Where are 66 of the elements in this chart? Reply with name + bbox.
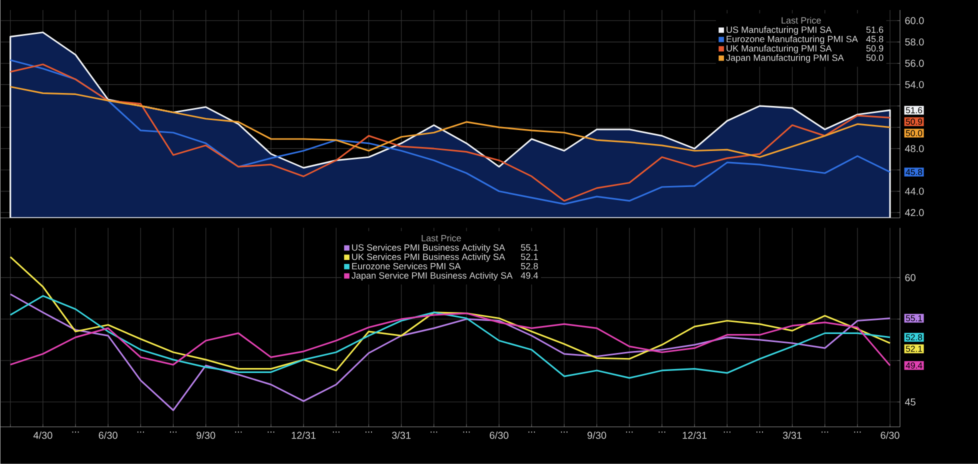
- x-tick-label: 6/30: [490, 432, 508, 439]
- x-tick-label: ...: [528, 432, 535, 433]
- x-tick-label: ...: [72, 432, 79, 433]
- x-tick-label: ...: [430, 432, 438, 433]
- data-label: 52.8: [906, 334, 922, 340]
- x-tick-label: ...: [463, 432, 470, 433]
- x-tick-label: 6/30: [880, 432, 900, 439]
- text: 52.8: [520, 263, 538, 270]
- line-series: [10, 86, 891, 158]
- legend-label: Japan Manufacturing PMI SA: [726, 54, 844, 63]
- x-tick-label: ...: [658, 432, 666, 433]
- data-label: 52.1: [906, 346, 922, 352]
- y-tick-label: 60: [905, 274, 916, 282]
- line-series: [10, 294, 891, 412]
- legend-title: Last Price: [782, 17, 821, 24]
- y-tick-label: 58.0: [905, 38, 924, 46]
- y-tick-label: 60.0: [905, 17, 924, 24]
- data-label: 45.8: [906, 169, 922, 176]
- line-series: [10, 295, 891, 379]
- x-tick-label: ...: [626, 432, 633, 433]
- x-tick-label: ...: [332, 432, 340, 433]
- text: 52.1: [520, 254, 538, 260]
- x-tick-label: 12/31: [292, 432, 316, 439]
- text: US Manufacturing PMI SA: [726, 26, 832, 35]
- legend-title: Last Price: [422, 234, 461, 242]
- x-tick-label: 3/31: [782, 432, 802, 439]
- x-tick-label: ...: [137, 432, 144, 433]
- y-tick-label: 45: [904, 398, 916, 406]
- legend-label: Eurozone Services PMI SA: [352, 262, 461, 270]
- y-tick-label: 44.0: [904, 188, 924, 195]
- text: 50.9: [866, 45, 884, 52]
- text: 55.1: [520, 244, 538, 251]
- legend-label: UK Services PMI Business Activity SA: [352, 253, 506, 262]
- legend-label: Japan Service PMI Business Activity SA: [352, 272, 513, 281]
- legend-label: UK Manufacturing PMI SA: [726, 45, 832, 54]
- x-tick-label: ...: [822, 432, 828, 433]
- line-series: [10, 312, 891, 366]
- legend-label: Eurozone Manufacturing PMI SA: [726, 36, 858, 44]
- data-label: 49.4: [906, 362, 922, 369]
- data-label: 50.9: [906, 118, 922, 125]
- x-tick-label: ...: [235, 432, 242, 433]
- y-tick-label: 48.0: [904, 145, 924, 152]
- x-tick-label: 12/31: [682, 432, 707, 439]
- y-tick-label: 42.0: [904, 209, 924, 216]
- x-tick-label: 9/30: [196, 432, 216, 439]
- x-tick-label: ...: [170, 432, 177, 433]
- x-tick-label: ...: [365, 432, 372, 433]
- x-tick-label: ...: [854, 432, 861, 433]
- data-label: 51.6: [906, 107, 922, 114]
- data-label: 50.0: [906, 130, 922, 136]
- text: 50.0: [866, 54, 884, 61]
- x-tick-label: ...: [724, 432, 730, 433]
- x-tick-label: ...: [560, 432, 568, 433]
- x-tick-label: 6/30: [98, 432, 118, 439]
- text: 45.8: [866, 36, 884, 42]
- legend-label: US Services PMI Business Activity SA: [352, 244, 506, 253]
- x-tick-label: 9/30: [588, 432, 606, 439]
- x-tick-label: ...: [756, 432, 763, 433]
- x-tick-label: ...: [268, 432, 274, 433]
- x-tick-label: 4/30: [33, 432, 52, 439]
- y-tick-label: 56.0: [905, 60, 924, 67]
- data-label: 55.1: [906, 315, 922, 322]
- y-tick-label: 54.0: [905, 81, 924, 88]
- text: 51.6: [866, 26, 884, 33]
- text: 49.4: [520, 272, 538, 279]
- x-tick-label: 3/31: [392, 432, 411, 439]
